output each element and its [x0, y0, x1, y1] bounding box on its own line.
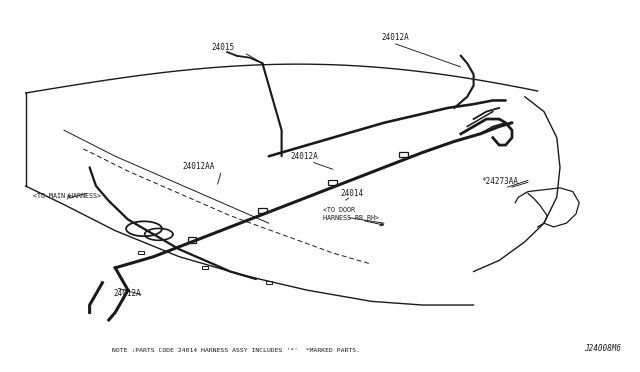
- Text: J24008M6: J24008M6: [584, 344, 621, 353]
- Text: NOTE :PARTS CODE 24014 HARNESS ASSY INCLUDES '*'  *MARKED PARTS.: NOTE :PARTS CODE 24014 HARNESS ASSY INCL…: [112, 349, 360, 353]
- Text: 24012AA: 24012AA: [182, 162, 214, 171]
- Text: 24012A: 24012A: [290, 152, 318, 161]
- Text: 24015: 24015: [211, 43, 234, 52]
- Bar: [188, 237, 196, 243]
- Bar: [202, 266, 208, 269]
- Bar: [138, 251, 144, 254]
- Bar: [399, 152, 408, 157]
- Text: *24273AA: *24273AA: [481, 177, 518, 186]
- Text: HARNESS RR RH>: HARNESS RR RH>: [323, 215, 379, 221]
- Text: <TO DOOR: <TO DOOR: [323, 207, 355, 213]
- Text: 24012A: 24012A: [114, 289, 141, 298]
- Bar: [258, 208, 267, 213]
- Bar: [266, 281, 272, 284]
- Text: <TO MAIN HARNESS>: <TO MAIN HARNESS>: [33, 193, 101, 199]
- Text: 24014: 24014: [340, 189, 364, 198]
- Bar: [328, 180, 337, 185]
- Text: 24012A: 24012A: [381, 33, 410, 42]
